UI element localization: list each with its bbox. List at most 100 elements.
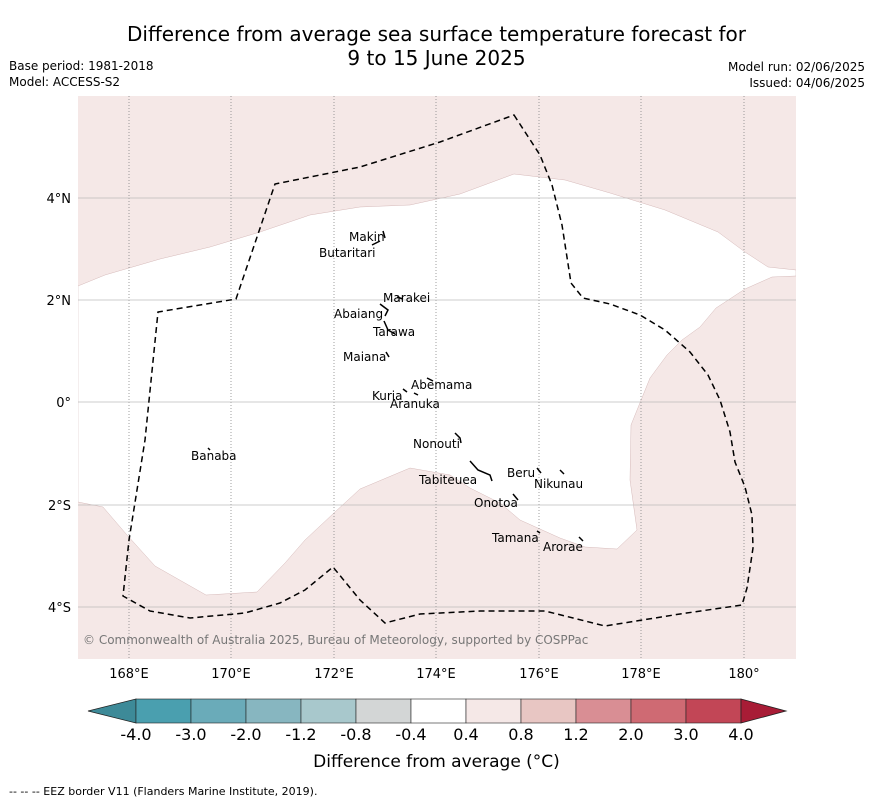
island-label: Nikunau bbox=[534, 477, 583, 491]
lat-tick-label: 2°N bbox=[47, 294, 72, 309]
colorbar: -4.0 -3.0 -2.0 -1.2 -0.8 -0.4 0.4 0.8 1.2 2.0 3.0 4… bbox=[87, 698, 788, 744]
island-marker bbox=[413, 392, 419, 396]
colorbar-tick-label: -0.8 bbox=[340, 725, 371, 744]
lon-tick-label: 180° bbox=[728, 667, 759, 682]
colorbar-segment bbox=[355, 698, 412, 724]
island-marker bbox=[559, 469, 565, 475]
colorbar-over-extension bbox=[740, 698, 788, 724]
colorbar-tick-label: 1.2 bbox=[563, 725, 588, 744]
island-label: Banaba bbox=[191, 449, 237, 463]
colorbar-segment bbox=[190, 698, 247, 724]
colorbar-tick-label: -2.0 bbox=[230, 725, 261, 744]
island-marker bbox=[371, 240, 381, 246]
lat-tick-label: 2°S bbox=[48, 499, 71, 514]
colorbar-segment bbox=[135, 698, 192, 724]
island-marker bbox=[382, 230, 386, 239]
island-marker bbox=[379, 303, 389, 317]
colorbar-segment bbox=[465, 698, 522, 724]
island-label: Abaiang bbox=[334, 307, 383, 321]
island-marker bbox=[207, 447, 211, 451]
colorbar-tick-label: -4.0 bbox=[120, 725, 151, 744]
colorbar-label: Difference from average (°C) bbox=[313, 752, 560, 772]
island-label: Tamana bbox=[491, 531, 539, 545]
colorbar-segment bbox=[630, 698, 687, 724]
colorbar-segment bbox=[575, 698, 632, 724]
island-nonouti: Nonouti bbox=[413, 432, 462, 451]
lat-tick-label: 0° bbox=[56, 396, 71, 411]
eez-border bbox=[122, 114, 754, 627]
island-label: Abemama bbox=[411, 378, 472, 392]
island-maiana: Maiana bbox=[343, 350, 390, 364]
island-label: Butaritari bbox=[319, 246, 376, 260]
island-marker bbox=[536, 467, 542, 474]
island-makin: Makin bbox=[349, 230, 386, 244]
island-banaba: Banaba bbox=[191, 447, 237, 463]
lat-tick-label: 4°N bbox=[47, 192, 72, 207]
island-label: Tarawa bbox=[372, 325, 415, 339]
gridlines bbox=[78, 96, 796, 659]
colorbar-tick-label: -3.0 bbox=[175, 725, 206, 744]
island-abaiang: Abaiang bbox=[334, 303, 389, 321]
island-aranuka: Aranuka bbox=[390, 392, 440, 411]
colorbar-tick-label: 0.8 bbox=[508, 725, 533, 744]
colorbar-tick-label: 3.0 bbox=[673, 725, 698, 744]
copyright-notice: © Commonwealth of Australia 2025, Bureau… bbox=[83, 633, 588, 647]
island-marker bbox=[385, 351, 390, 358]
colorbar-tick-label: -1.2 bbox=[285, 725, 316, 744]
island-marker bbox=[536, 530, 541, 534]
island-butaritari: Butaritari bbox=[319, 240, 381, 260]
island-onotoa: Onotoa bbox=[474, 493, 519, 510]
island-marker bbox=[426, 377, 434, 382]
colorbar-tick-label: 4.0 bbox=[728, 725, 753, 744]
colorbar-tick-label: 0.4 bbox=[453, 725, 478, 744]
colorbar-under-extension bbox=[87, 698, 137, 724]
colorbar-segment bbox=[520, 698, 577, 724]
issued-date: Issued: 04/06/2025 bbox=[749, 76, 865, 90]
island-label: Aranuka bbox=[390, 397, 440, 411]
island-label: Tabiteuea bbox=[418, 473, 477, 487]
island-label: Beru bbox=[507, 466, 535, 480]
island-label: Marakei bbox=[383, 291, 430, 305]
base-period: Base period: 1981-2018 bbox=[9, 59, 154, 73]
colorbar-tick-label: 2.0 bbox=[618, 725, 643, 744]
island-beru: Beru bbox=[507, 466, 542, 480]
lon-tick-label: 174°E bbox=[416, 667, 456, 682]
colorbar-segment bbox=[410, 698, 467, 724]
meta-left: Base period: 1981-2018 Model: ACCESS-S2 bbox=[9, 58, 154, 90]
lon-tick-label: 176°E bbox=[519, 667, 559, 682]
lon-tick-label: 172°E bbox=[314, 667, 354, 682]
island-label: Maiana bbox=[343, 350, 386, 364]
island-arorae: Arorae bbox=[543, 536, 584, 554]
island-tamana: Tamana bbox=[491, 530, 541, 545]
lon-tick-label: 168°E bbox=[109, 667, 149, 682]
lon-tick-label: 170°E bbox=[211, 667, 251, 682]
island-marker bbox=[469, 460, 493, 482]
island-label: Kuria bbox=[372, 389, 403, 403]
meta-right: Model run: 02/06/2025 Issued: 04/06/2025 bbox=[728, 59, 865, 91]
model-name: Model: ACCESS-S2 bbox=[9, 75, 121, 89]
island-label: Nonouti bbox=[413, 437, 460, 451]
island-tarawa: Tarawa bbox=[372, 320, 415, 339]
colorbar-segment bbox=[245, 698, 302, 724]
island-marker bbox=[396, 296, 404, 300]
colorbar-segment bbox=[300, 698, 357, 724]
chart-title: Difference from average sea surface temp… bbox=[0, 22, 873, 70]
island-label: Onotoa bbox=[474, 496, 518, 510]
island-marakei: Marakei bbox=[383, 291, 430, 305]
colorbar-segment bbox=[685, 698, 742, 724]
island-marker bbox=[512, 493, 519, 501]
island-kuria: Kuria bbox=[372, 388, 408, 403]
colorbar-tick-label: -0.4 bbox=[395, 725, 426, 744]
island-marker bbox=[402, 388, 408, 393]
island-marker bbox=[454, 432, 462, 444]
title-line-2: 9 to 15 June 2025 bbox=[347, 46, 526, 70]
island-abemama: Abemama bbox=[411, 377, 472, 392]
model-run: Model run: 02/06/2025 bbox=[727, 60, 865, 74]
title-line-1: Difference from average sea surface temp… bbox=[126, 22, 746, 46]
island-nikunau: Nikunau bbox=[534, 469, 583, 491]
footnote-eez: -- -- -- EEZ border V11 (Flanders Marine… bbox=[9, 785, 318, 798]
lat-tick-label: 4°S bbox=[48, 601, 71, 616]
lon-tick-label: 178°E bbox=[621, 667, 661, 682]
